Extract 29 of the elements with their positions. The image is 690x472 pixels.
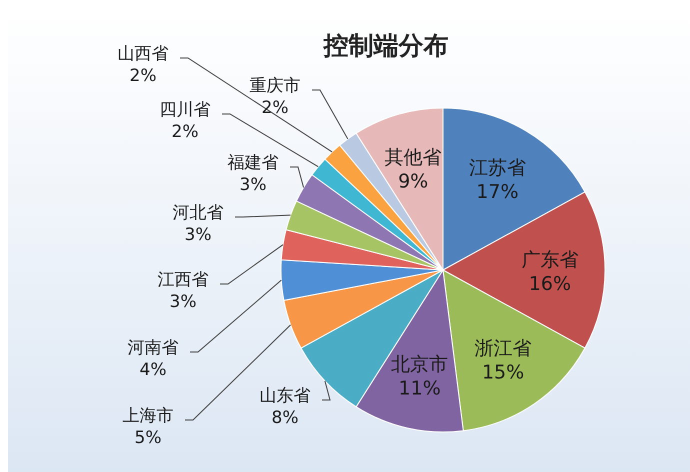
slice-label: 山西省 [118, 44, 168, 64]
data-label: 8% [272, 408, 298, 428]
chart-title: 控制端分布 [322, 31, 448, 60]
slice-label: 上海市 [122, 406, 174, 426]
slice-label: 河北省 [172, 202, 224, 223]
data-label: 5% [134, 428, 162, 448]
data-label: 3% [170, 292, 196, 312]
slice-label: 广东省 [521, 249, 578, 272]
data-label: 3% [240, 175, 266, 195]
slice-label: 福建省 [228, 152, 278, 173]
slice-label: 河南省 [128, 338, 178, 358]
data-label: 2% [262, 98, 288, 118]
data-label: 17% [476, 180, 519, 203]
slice-label: 四川省 [160, 100, 210, 120]
slice-label: 江西省 [158, 270, 208, 290]
data-label: 9% [398, 170, 428, 192]
data-label: 2% [130, 66, 156, 86]
data-label: 15% [482, 361, 524, 384]
slice-label: 北京市 [391, 354, 448, 376]
data-label: 4% [140, 360, 166, 380]
data-label: 3% [184, 225, 212, 245]
data-label: 11% [398, 377, 441, 400]
slice-label: 山东省 [260, 386, 310, 406]
slice-label: 重庆市 [250, 76, 300, 96]
slice-label: 其他省 [384, 146, 442, 169]
data-label: 16% [528, 272, 572, 295]
data-label: 2% [172, 122, 198, 142]
slice-label: 江苏省 [468, 157, 526, 180]
slice-label: 浙江省 [474, 338, 532, 360]
